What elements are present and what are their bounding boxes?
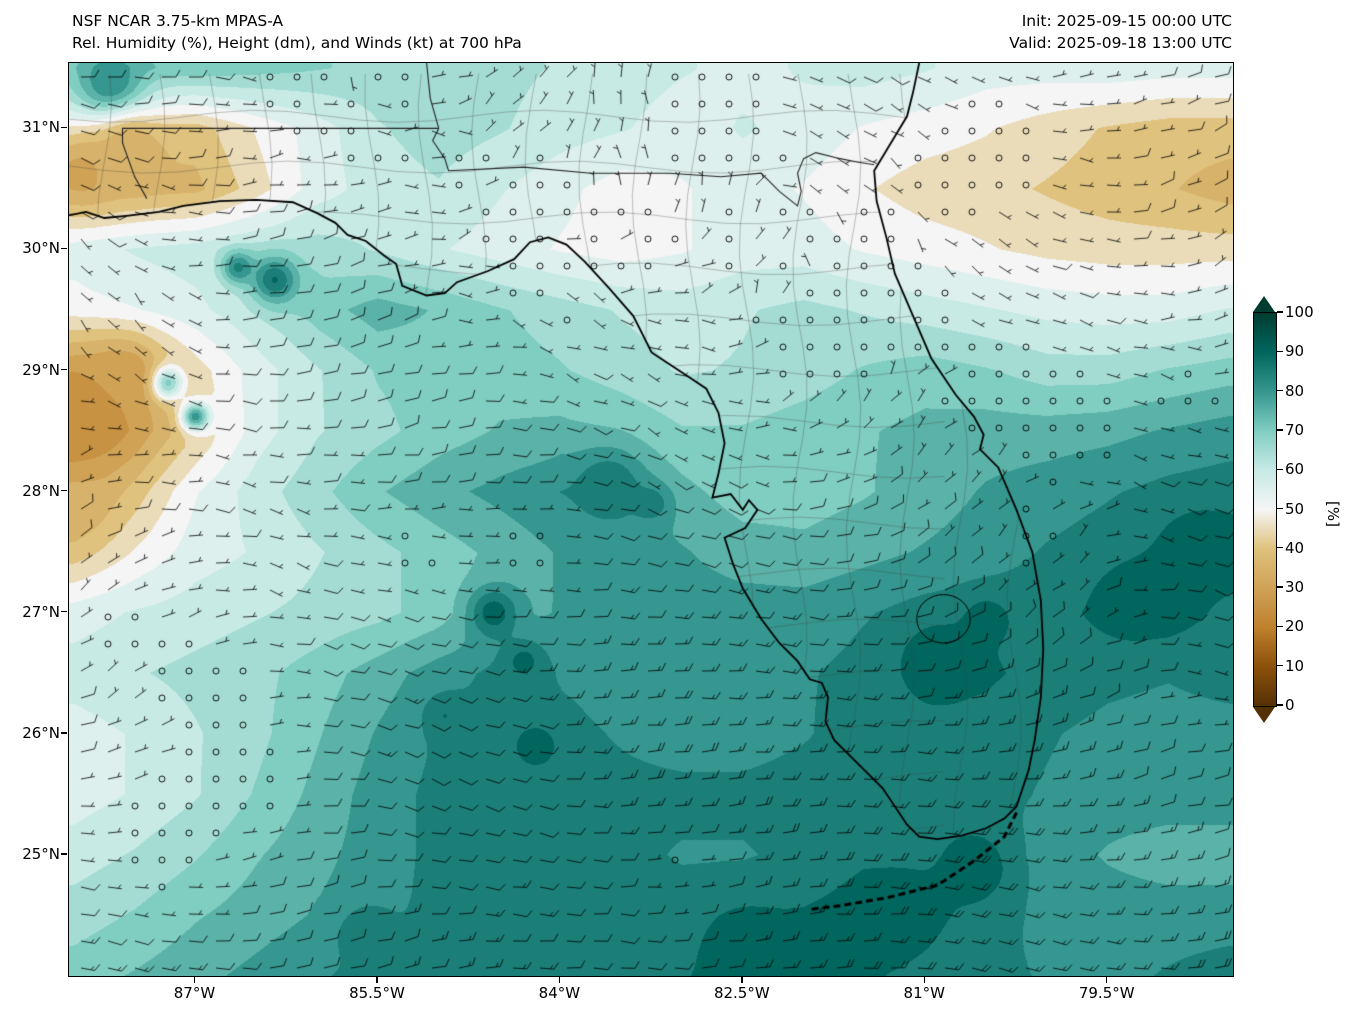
model-title: NSF NCAR 3.75-km MPAS-A	[72, 12, 284, 30]
colorbar-tickmark	[1277, 350, 1283, 352]
colorbar-tickmark	[1277, 389, 1283, 392]
colorbar-tick-label: 0	[1285, 696, 1295, 714]
colorbar-tick-label: 10	[1285, 656, 1305, 675]
x-tickmark	[1105, 977, 1108, 983]
x-tickmark	[193, 977, 196, 983]
y-tickmark	[61, 126, 67, 129]
x-tick-label: 79.5°W	[1078, 984, 1135, 1002]
y-tickmark	[61, 247, 67, 250]
colorbar-tickmark	[1277, 704, 1283, 706]
colorbar-gradient	[1253, 312, 1277, 707]
y-tick-label: 28°N	[22, 481, 60, 500]
colorbar-tick-label: 70	[1285, 420, 1305, 439]
variable-subtitle: Rel. Humidity (%), Height (dm), and Wind…	[72, 34, 522, 52]
colorbar-tick-label: 60	[1285, 460, 1305, 479]
valid-time: Valid: 2025-09-18 13:00 UTC	[1009, 34, 1232, 52]
colorbar-tick-label: 40	[1285, 538, 1305, 557]
colorbar-tick-label: 90	[1285, 342, 1305, 361]
colorbar-tickmark	[1277, 468, 1283, 470]
colorbar-tick-label: 50	[1285, 499, 1305, 518]
x-tickmark	[376, 977, 378, 983]
x-tickmark	[741, 977, 743, 983]
colorbar-tick-label: 80	[1285, 381, 1305, 400]
colorbar-tick-label: 30	[1285, 578, 1305, 597]
colorbar-tick-label: 20	[1285, 617, 1305, 636]
x-tick-label: 85.5°W	[349, 984, 405, 1002]
y-tick-label: 31°N	[22, 118, 60, 137]
init-time: Init: 2025-09-15 00:00 UTC	[1021, 12, 1232, 30]
header-title-block: NSF NCAR 3.75-km MPAS-A Rel. Humidity (%…	[72, 10, 522, 54]
colorbar-tickmark	[1277, 311, 1283, 313]
x-tick-label: 82.5°W	[713, 984, 770, 1002]
map-canvas	[68, 62, 1234, 977]
y-tickmark	[61, 368, 67, 371]
y-tickmark	[61, 853, 67, 855]
x-tick-label: 81°W	[903, 984, 945, 1002]
y-tickmark	[61, 732, 67, 734]
colorbar-tick-label: 100	[1285, 303, 1314, 321]
y-tick-label: 25°N	[22, 844, 60, 863]
colorbar-unit-label: [%]	[1323, 501, 1342, 527]
colorbar-tickmark	[1277, 586, 1283, 588]
colorbar-tickmark	[1277, 625, 1283, 628]
y-tickmark	[61, 610, 67, 613]
colorbar-over-arrow	[1253, 296, 1275, 312]
x-tickmark	[558, 977, 561, 983]
x-tickmark	[923, 977, 926, 983]
y-tick-label: 27°N	[22, 602, 60, 621]
colorbar-tickmark	[1277, 507, 1283, 510]
y-tick-label: 29°N	[22, 360, 60, 379]
colorbar-tickmark	[1277, 547, 1283, 549]
x-tick-label: 87°W	[173, 984, 216, 1002]
colorbar-under-arrow	[1253, 707, 1275, 723]
y-tick-label: 26°N	[22, 723, 60, 742]
colorbar-tickmark	[1277, 665, 1283, 667]
colorbar-tickmark	[1277, 429, 1283, 431]
y-tickmark	[61, 489, 67, 492]
header-time-block: Init: 2025-09-15 00:00 UTC Valid: 2025-0…	[1009, 10, 1232, 54]
y-tick-label: 30°N	[22, 239, 60, 258]
x-tick-label: 84°W	[538, 984, 581, 1002]
